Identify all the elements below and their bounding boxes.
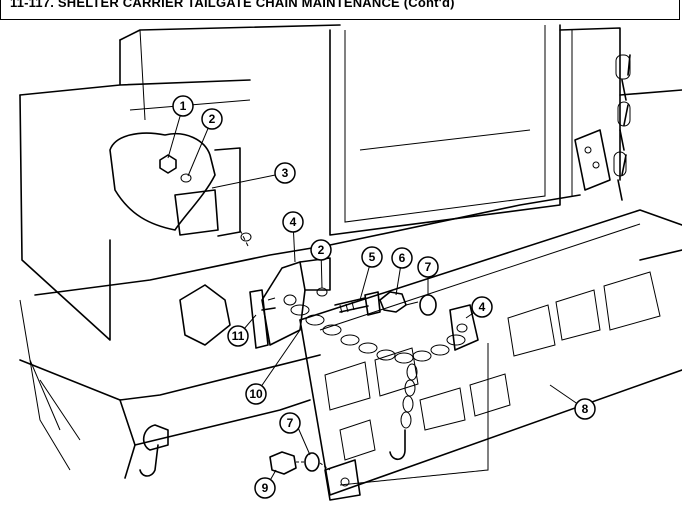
callout-label: 2 [318, 243, 325, 257]
callout-label: 10 [249, 387, 263, 401]
tailgate-chain [290, 304, 466, 461]
callout-3: 3 [274, 162, 296, 184]
callout-5: 5 [361, 246, 383, 268]
side-chain [574, 54, 631, 201]
callout-6: 6 [391, 247, 413, 269]
callout-11: 11 [227, 325, 249, 347]
callout-label: 2 [209, 112, 216, 126]
callout-label: 1 [180, 99, 187, 113]
callout-9: 9 [254, 477, 276, 499]
vehicle-lower-body [19, 194, 581, 479]
callout-label: 3 [282, 166, 289, 180]
callout-8: 8 [574, 398, 596, 420]
callout-label: 7 [425, 260, 432, 274]
callout-4-left: 4 [282, 211, 304, 233]
callout-label: 5 [369, 250, 376, 264]
callout-1: 1 [172, 95, 194, 117]
callout-7-upper: 7 [417, 256, 439, 278]
page-title: 11-117. SHELTER CARRIER TAILGATE CHAIN M… [10, 0, 455, 10]
chain-bracket-assembly [261, 257, 479, 351]
callout-label: 11 [232, 329, 245, 343]
callout-label: 4 [479, 300, 486, 314]
exploded-view-diagram: 1 2 3 4 2 5 6 7 4 11 10 8 [19, 24, 682, 501]
callout-label: 8 [582, 402, 589, 416]
callout-2: 2 [201, 108, 223, 130]
callout-7-lower: 7 [279, 412, 301, 434]
lower-fasteners [269, 451, 331, 475]
callout-label: 7 [287, 416, 294, 430]
title-bar: 11-117. SHELTER CARRIER TAILGATE CHAIN M… [0, 0, 680, 20]
callout-10: 10 [245, 383, 267, 405]
callout-label: 4 [290, 215, 297, 229]
callout-label: 9 [262, 481, 269, 495]
upper-bracket-detail [109, 132, 252, 247]
callout-2-lower: 2 [310, 239, 332, 261]
tailgate [299, 209, 682, 501]
latch-bracket [249, 289, 276, 349]
callout-label: 6 [399, 251, 406, 265]
callout-4-right: 4 [471, 296, 493, 318]
